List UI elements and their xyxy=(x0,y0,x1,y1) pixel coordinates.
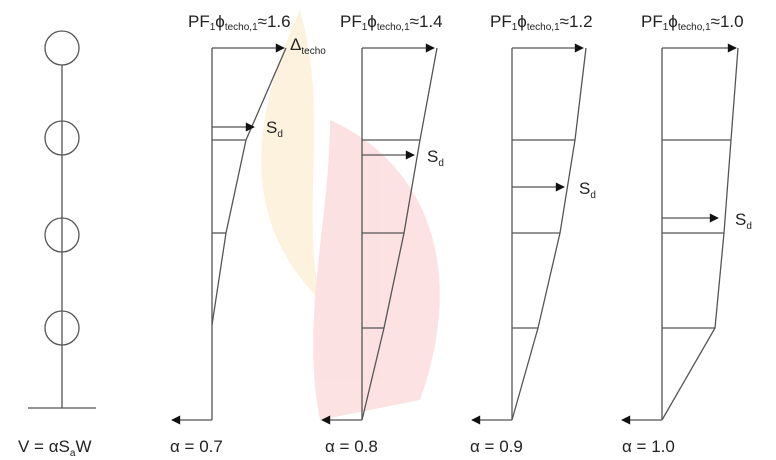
text-part: techo,1 xyxy=(678,22,711,33)
text-part: d xyxy=(590,190,596,201)
text-part: 1 xyxy=(663,22,669,33)
stick-label: V = αSaW xyxy=(18,437,92,459)
text-part: techo,1 xyxy=(225,22,258,33)
panel xyxy=(471,43,587,425)
text-part: PF xyxy=(641,12,663,31)
text-part: W xyxy=(75,437,91,456)
text-part: a xyxy=(70,448,76,459)
panel-title: PF1ϕtecho,1≈1.2 xyxy=(490,12,593,33)
text-part: ≈1.6 xyxy=(258,12,291,31)
delta-label: Δtecho xyxy=(290,35,326,57)
text-part: PF xyxy=(340,12,362,31)
text-part: techo,1 xyxy=(527,22,560,33)
text-part: V = αS xyxy=(18,437,70,456)
text-part: 1 xyxy=(512,22,518,33)
panel xyxy=(171,43,287,425)
sd-label: Sd xyxy=(427,147,444,169)
text-part: techo xyxy=(301,46,326,57)
panel xyxy=(321,43,438,425)
sd-label: Sd xyxy=(579,179,596,201)
alpha-label: α = 0.7 xyxy=(170,437,223,456)
text-part: PF xyxy=(188,12,210,31)
panel xyxy=(621,43,739,425)
text-part: 1 xyxy=(362,22,368,33)
text-part: ≈1.4 xyxy=(410,12,443,31)
text-part: 1 xyxy=(210,22,216,33)
text-part: d xyxy=(277,129,283,140)
panel-title: PF1ϕtecho,1≈1.4 xyxy=(340,12,443,33)
sd-label: Sd xyxy=(735,210,752,232)
text-part: S xyxy=(579,179,590,198)
text-part: d xyxy=(438,158,444,169)
panel-title: PF1ϕtecho,1≈1.6 xyxy=(188,12,291,33)
text-part: S xyxy=(266,118,277,137)
text-part: Δ xyxy=(290,35,301,54)
alpha-label: α = 0.8 xyxy=(325,437,378,456)
alpha-label: α = 0.9 xyxy=(470,437,523,456)
panel-title: PF1ϕtecho,1≈1.0 xyxy=(641,12,744,33)
text-part: ≈1.2 xyxy=(560,12,593,31)
text-part: ϕ xyxy=(215,12,225,31)
stick-model xyxy=(28,30,96,409)
text-part: ϕ xyxy=(517,12,527,31)
text-part: ϕ xyxy=(668,12,678,31)
text-part: S xyxy=(735,210,746,229)
text-part: d xyxy=(746,221,752,232)
text-part: S xyxy=(427,147,438,166)
text-part: ≈1.0 xyxy=(711,12,744,31)
watermark xyxy=(261,10,440,420)
text-part: ϕ xyxy=(367,12,377,31)
text-part: PF xyxy=(490,12,512,31)
text-part: techo,1 xyxy=(377,22,410,33)
alpha-label: α = 1.0 xyxy=(622,437,675,456)
sd-label: Sd xyxy=(266,118,283,140)
